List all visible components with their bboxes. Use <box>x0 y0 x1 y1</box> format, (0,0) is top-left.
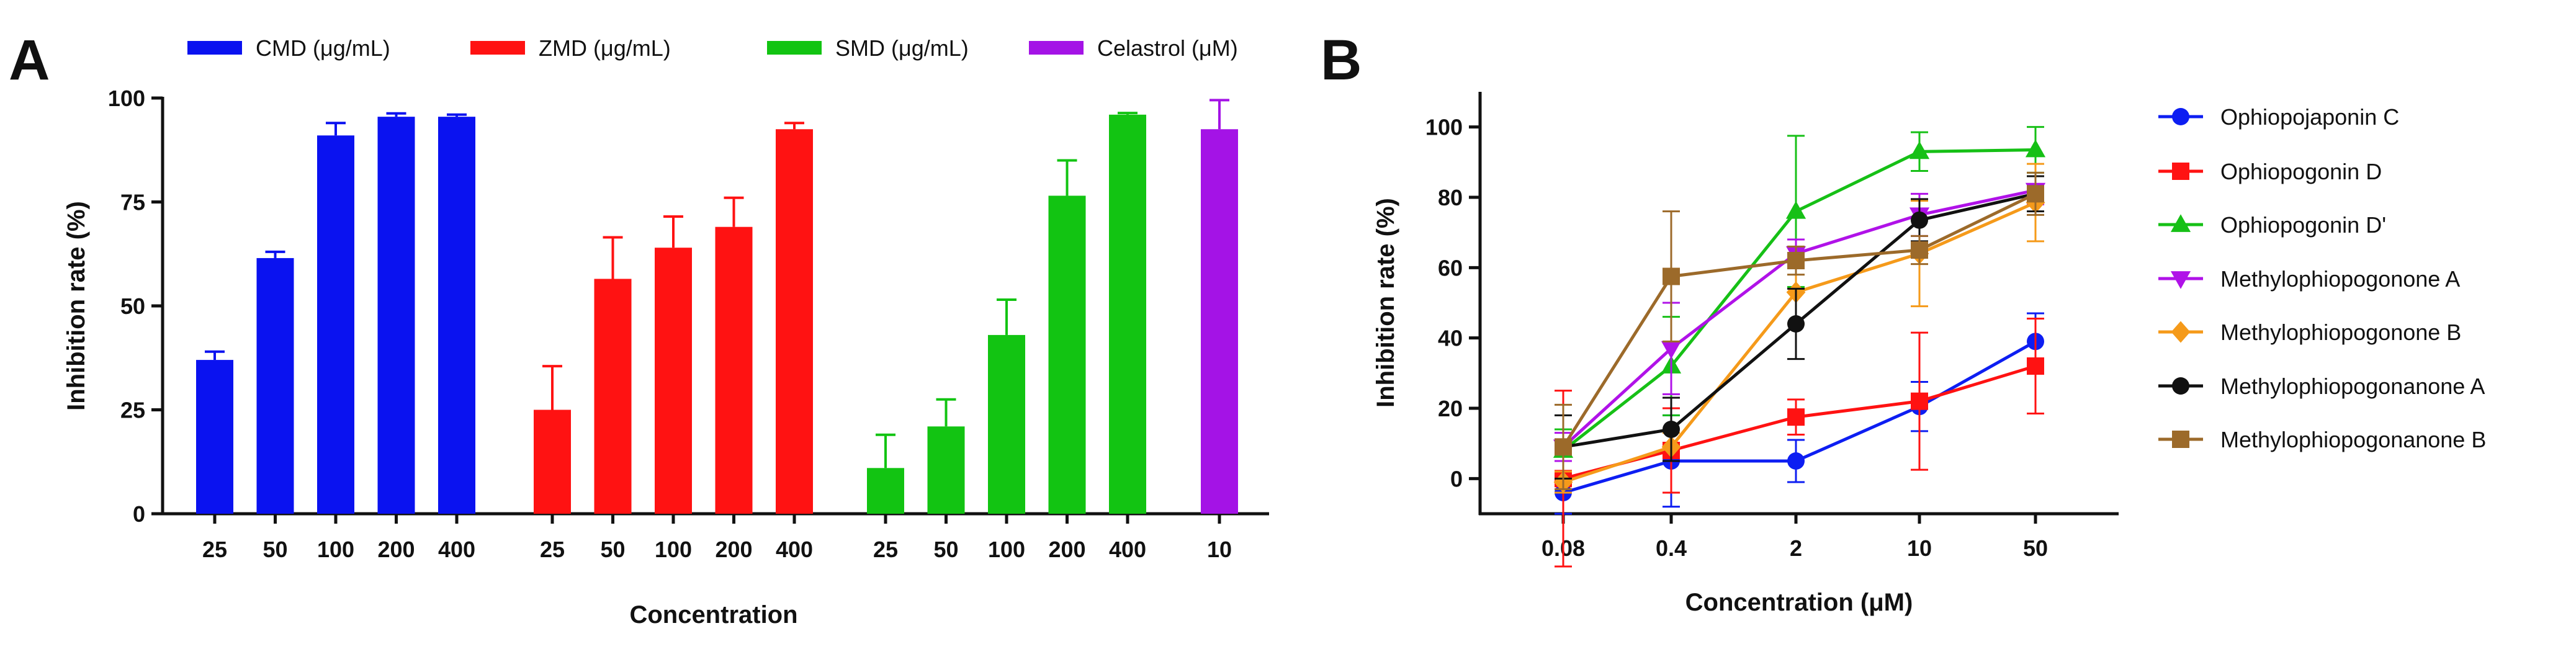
legend-swatch-a-2 <box>767 41 822 55</box>
y-axis-title-b: Inhibition rate (%) <box>1372 198 1399 408</box>
legend-marker-b-2 <box>2170 214 2191 232</box>
legend-swatch-a-0 <box>187 41 242 55</box>
legend-marker-b-1 <box>2172 163 2189 180</box>
y-tick-label-a: 100 <box>108 86 145 111</box>
point-5-2 <box>1787 315 1805 333</box>
point-6-0 <box>1555 438 1572 456</box>
x-tick-label-a: 50 <box>933 537 958 562</box>
legend-label-b-4: Methylophiopogonone B <box>2220 320 2461 345</box>
legend-swatch-a-1 <box>470 41 525 55</box>
x-tick-label-a: 25 <box>873 537 898 562</box>
point-1-4 <box>2027 357 2044 375</box>
legend-label-b-2: Ophiopogonin D' <box>2220 212 2386 238</box>
y-tick-label-a: 50 <box>120 293 145 319</box>
x-tick-label-b: 50 <box>2023 535 2048 561</box>
bar-2-4 <box>1109 114 1146 514</box>
bar-1-3 <box>715 226 753 514</box>
point-2-2 <box>1785 200 1806 219</box>
legend-label-b-1: Ophiopogonin D <box>2220 159 2382 184</box>
point-3-1 <box>1661 341 1682 359</box>
point-6-3 <box>1911 241 1928 259</box>
x-tick-label-a: 25 <box>202 537 227 562</box>
legend-label-a-1: ZMD (μg/mL) <box>539 35 671 61</box>
bar-1-1 <box>594 279 632 514</box>
point-1-2 <box>1787 408 1805 426</box>
bar-chart-panel-a: 0 25 50 75 100 Inhibition rate (%) Concentrati… <box>63 35 1269 629</box>
y-axis-title-a: Inhibition rate (%) <box>63 201 90 411</box>
series-6 <box>1555 171 2044 490</box>
bar-0-2 <box>317 135 354 514</box>
legend-swatch-a-3 <box>1029 41 1084 55</box>
legend-label-a-3: Celastrol (μM) <box>1097 35 1238 61</box>
y-tick-label-a: 0 <box>133 501 145 527</box>
legend-marker-b-6 <box>2172 431 2189 448</box>
panel-label-a: A <box>9 29 50 92</box>
y-tick-label-b: 20 <box>1438 396 1463 421</box>
bar-2-3 <box>1048 195 1086 514</box>
y-tick-label-a: 25 <box>120 398 145 423</box>
x-tick-label-b: 2 <box>1790 535 1802 561</box>
point-0-2 <box>1787 452 1805 470</box>
bar-2-1 <box>927 426 965 514</box>
legend-label-a-2: SMD (μg/mL) <box>835 35 969 61</box>
legend-label-b-6: Methylophiopogonanone B <box>2220 427 2486 452</box>
x-axis-title-a: Concentration <box>629 601 797 629</box>
legend-label-a-0: CMD (μg/mL) <box>256 35 390 61</box>
point-6-1 <box>1663 267 1680 285</box>
x-tick-label-a: 400 <box>438 537 475 562</box>
point-5-3 <box>1911 211 1928 229</box>
y-tick-label-a: 75 <box>120 190 145 215</box>
bar-1-4 <box>776 129 813 514</box>
bar-1-2 <box>655 248 692 514</box>
x-tick-label-a: 10 <box>1207 537 1232 562</box>
legend-label-b-0: Ophiopojaponin C <box>2220 104 2399 130</box>
bar-0-3 <box>377 117 415 514</box>
x-tick-label-b: 10 <box>1907 535 1932 561</box>
x-tick-label-a: 200 <box>1048 537 1085 562</box>
legend-marker-b-4 <box>2171 321 2191 343</box>
legend-label-b-3: Methylophiopogonone A <box>2220 266 2460 292</box>
y-tick-label-b: 80 <box>1438 185 1463 210</box>
point-6-4 <box>2027 185 2044 203</box>
y-tick-label-b: 0 <box>1450 466 1463 491</box>
bar-2-2 <box>988 334 1025 514</box>
bar-2-0 <box>867 468 904 514</box>
point-6-2 <box>1787 252 1805 269</box>
x-tick-label-a: 200 <box>715 537 752 562</box>
y-tick-label-b: 40 <box>1438 326 1463 351</box>
x-tick-label-a: 25 <box>540 537 565 562</box>
x-tick-label-a: 400 <box>776 537 813 562</box>
y-tick-label-b: 100 <box>1425 115 1463 140</box>
panel-label-b: B <box>1321 29 1362 92</box>
bar-3-0 <box>1201 129 1238 514</box>
x-tick-label-a: 50 <box>263 537 287 562</box>
legend-marker-b-5 <box>2172 377 2189 395</box>
bar-1-0 <box>534 410 571 514</box>
x-tick-label-a: 400 <box>1109 537 1146 562</box>
x-tick-label-b: 0.4 <box>1656 535 1687 561</box>
bar-0-1 <box>256 257 294 514</box>
point-5-1 <box>1663 421 1680 438</box>
bar-0-0 <box>196 360 233 514</box>
x-tick-label-a: 50 <box>600 537 625 562</box>
x-axis-title-b: Concentration (μM) <box>1685 589 1913 616</box>
point-2-4 <box>2025 139 2046 158</box>
y-tick-label-b: 60 <box>1438 255 1463 280</box>
bar-0-4 <box>438 117 475 514</box>
x-tick-label-a: 100 <box>317 537 354 562</box>
point-1-3 <box>1911 392 1928 410</box>
legend-label-b-5: Methylophiopogonanone A <box>2220 374 2485 399</box>
x-tick-label-a: 100 <box>988 537 1025 562</box>
legend-marker-b-3 <box>2170 271 2191 289</box>
point-2-3 <box>1909 141 1930 159</box>
legend-marker-b-0 <box>2172 108 2189 125</box>
x-tick-label-a: 100 <box>655 537 692 562</box>
x-tick-label-a: 200 <box>377 537 415 562</box>
